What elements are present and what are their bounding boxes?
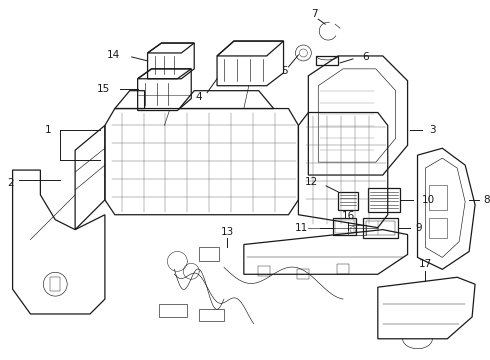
Text: 14: 14: [106, 50, 120, 60]
Text: 12: 12: [305, 177, 318, 187]
Text: 4: 4: [196, 92, 202, 102]
Text: 11: 11: [295, 222, 308, 233]
Text: 1: 1: [45, 125, 51, 135]
Text: 16: 16: [342, 211, 355, 221]
Text: 7: 7: [311, 9, 318, 19]
Text: 15: 15: [97, 84, 110, 94]
Text: 5: 5: [281, 66, 288, 76]
Text: 8: 8: [483, 195, 490, 205]
Text: 2: 2: [7, 178, 14, 188]
Text: 17: 17: [419, 259, 432, 269]
Text: 10: 10: [421, 195, 435, 205]
Text: 6: 6: [362, 52, 368, 62]
Text: 13: 13: [220, 226, 234, 237]
Text: 3: 3: [429, 125, 436, 135]
Text: 9: 9: [416, 222, 422, 233]
